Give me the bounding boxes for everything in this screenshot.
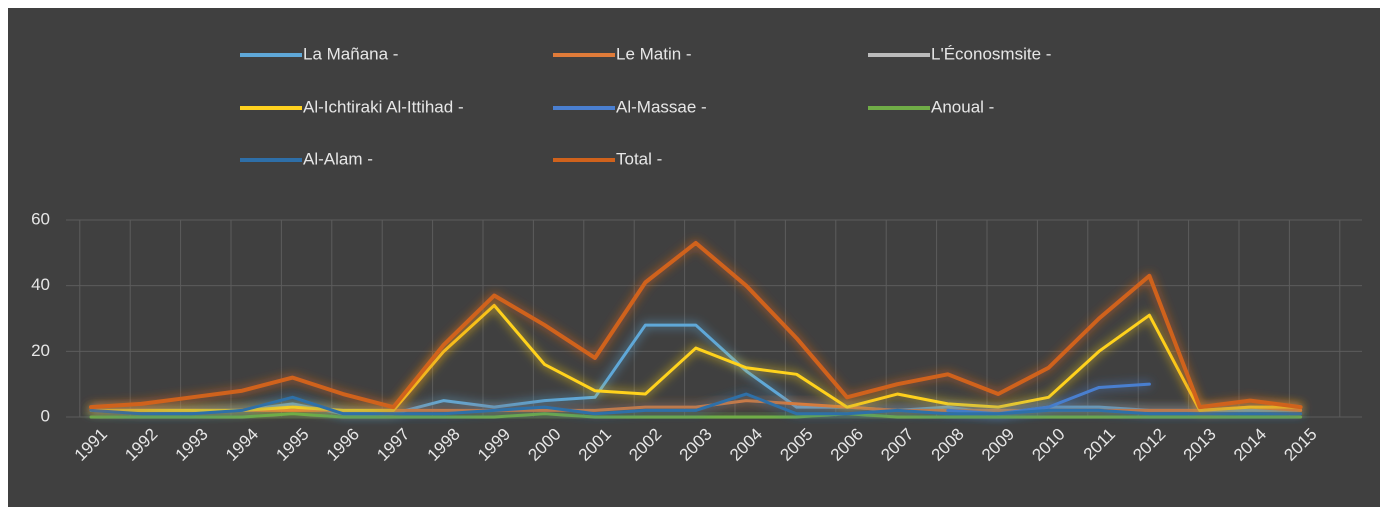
series-line [89, 392, 1303, 416]
legend-label: Le Matin - [616, 44, 692, 63]
legend-label: Anoual - [931, 97, 994, 116]
y-tick-label: 20 [31, 341, 50, 360]
series-line [89, 303, 1303, 412]
series-line [89, 240, 1303, 410]
series-line [89, 412, 1303, 419]
y-tick-label: 60 [31, 209, 50, 228]
legend-label: Total - [616, 149, 662, 168]
legend-label: La Mañana - [303, 44, 398, 63]
y-tick-label: 40 [31, 275, 50, 294]
legend-label: Al-Alam - [303, 149, 373, 168]
series-line [89, 323, 1303, 416]
legend-label: Al-Ichtiraki Al-Ittihad - [303, 97, 464, 116]
y-tick-label: 0 [41, 406, 50, 425]
legend-label: L'Éconosmsite - [931, 44, 1051, 63]
legend-label: Al-Massae - [616, 97, 707, 116]
chart-background [8, 8, 1380, 507]
